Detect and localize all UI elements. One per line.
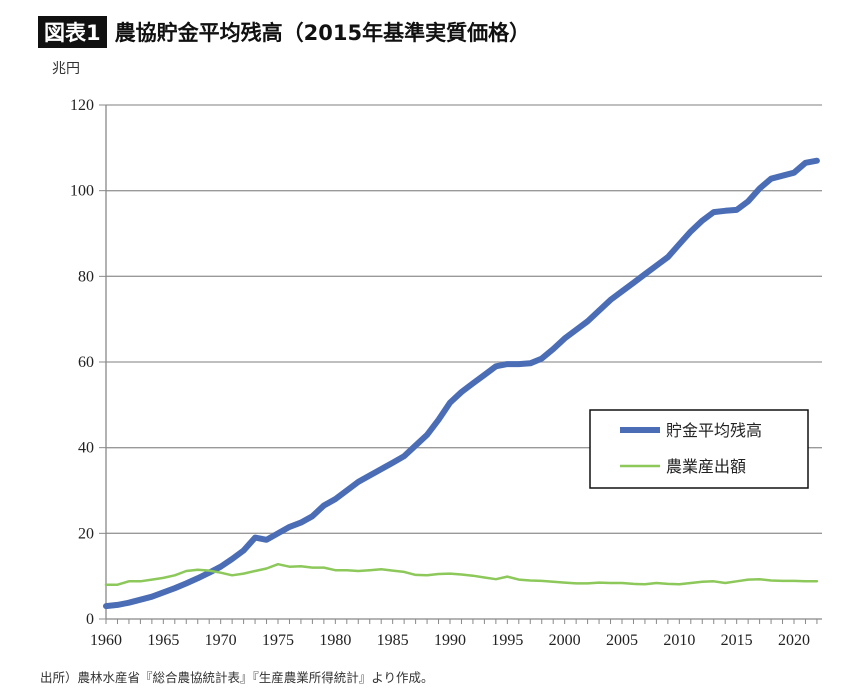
y-tick-label: 0 bbox=[86, 611, 94, 628]
x-tick-label: 2020 bbox=[778, 632, 810, 649]
series-line-savings bbox=[103, 157, 820, 610]
y-tick-label: 40 bbox=[78, 440, 94, 457]
x-tick-label: 2010 bbox=[663, 632, 695, 649]
y-tick-label: 20 bbox=[78, 525, 94, 542]
chart-title: 農協貯金平均残高（2015年基準実質価格） bbox=[114, 21, 531, 45]
legend-box bbox=[589, 409, 809, 489]
y-tick-label: 120 bbox=[70, 97, 94, 114]
y-tick-label: 100 bbox=[70, 183, 94, 200]
x-tick-label: 1990 bbox=[434, 632, 466, 649]
title-area: 図表1 農協貯金平均残高（2015年基準実質価格） bbox=[38, 16, 530, 48]
x-tick-label: 1995 bbox=[491, 632, 523, 649]
source-note: 出所）農林水産省『総合農協統計表』『生産農業所得統計』より作成。 bbox=[40, 670, 434, 685]
x-tick-label: 2000 bbox=[549, 632, 581, 649]
x-tick-label: 1965 bbox=[147, 632, 179, 649]
x-tick-label: 1985 bbox=[377, 632, 409, 649]
x-tick-label: 2015 bbox=[721, 632, 753, 649]
legend-label: 農業産出額 bbox=[666, 457, 746, 476]
figure-tag: 図表1 bbox=[38, 16, 107, 48]
y-tick-label: 60 bbox=[78, 354, 94, 371]
y-tick-label: 80 bbox=[78, 268, 94, 285]
x-tick-label: 2005 bbox=[606, 632, 638, 649]
legend-label: 貯金平均残高 bbox=[666, 421, 762, 440]
x-tick-label: 1960 bbox=[90, 632, 122, 649]
x-tick-label: 1970 bbox=[205, 632, 237, 649]
x-tick-label: 1980 bbox=[319, 632, 351, 649]
series-line-agri-output bbox=[104, 562, 819, 586]
y-axis-unit: 兆円 bbox=[52, 61, 80, 77]
x-tick-label: 1975 bbox=[262, 632, 294, 649]
